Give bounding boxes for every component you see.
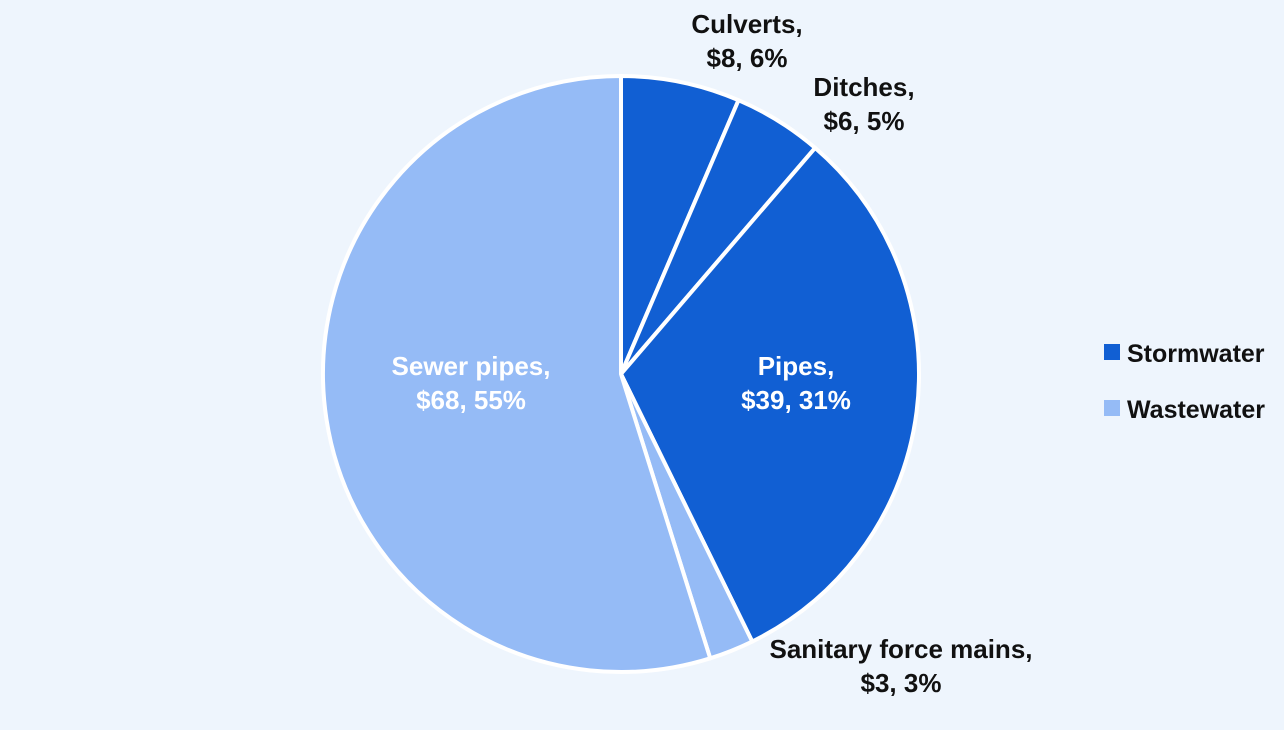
pie-slice-sewer-pipes	[321, 74, 713, 674]
slice-label-culverts: Culverts, $8, 6%	[691, 9, 802, 73]
legend-item-wastewater: Wastewater	[1104, 396, 1265, 424]
slice-label-pipes: Pipes, $39, 31%	[741, 351, 851, 415]
legend-label-stormwater: Stormwater	[1127, 340, 1265, 368]
legend-swatch-wastewater	[1104, 400, 1120, 416]
legend-label-wastewater: Wastewater	[1127, 396, 1265, 424]
legend-swatch-stormwater	[1104, 344, 1120, 360]
slice-label-sewer-pipes: Sewer pipes, $68, 55%	[392, 351, 551, 415]
pie-slice-culverts	[619, 74, 741, 376]
slice-label-ditches: Ditches, $6, 5%	[813, 72, 914, 136]
legend-item-stormwater: Stormwater	[1104, 340, 1265, 368]
slice-label-sanitary-force-mains: Sanitary force mains, $3, 3%	[770, 634, 1033, 698]
pie-slice-pipes	[619, 145, 921, 644]
